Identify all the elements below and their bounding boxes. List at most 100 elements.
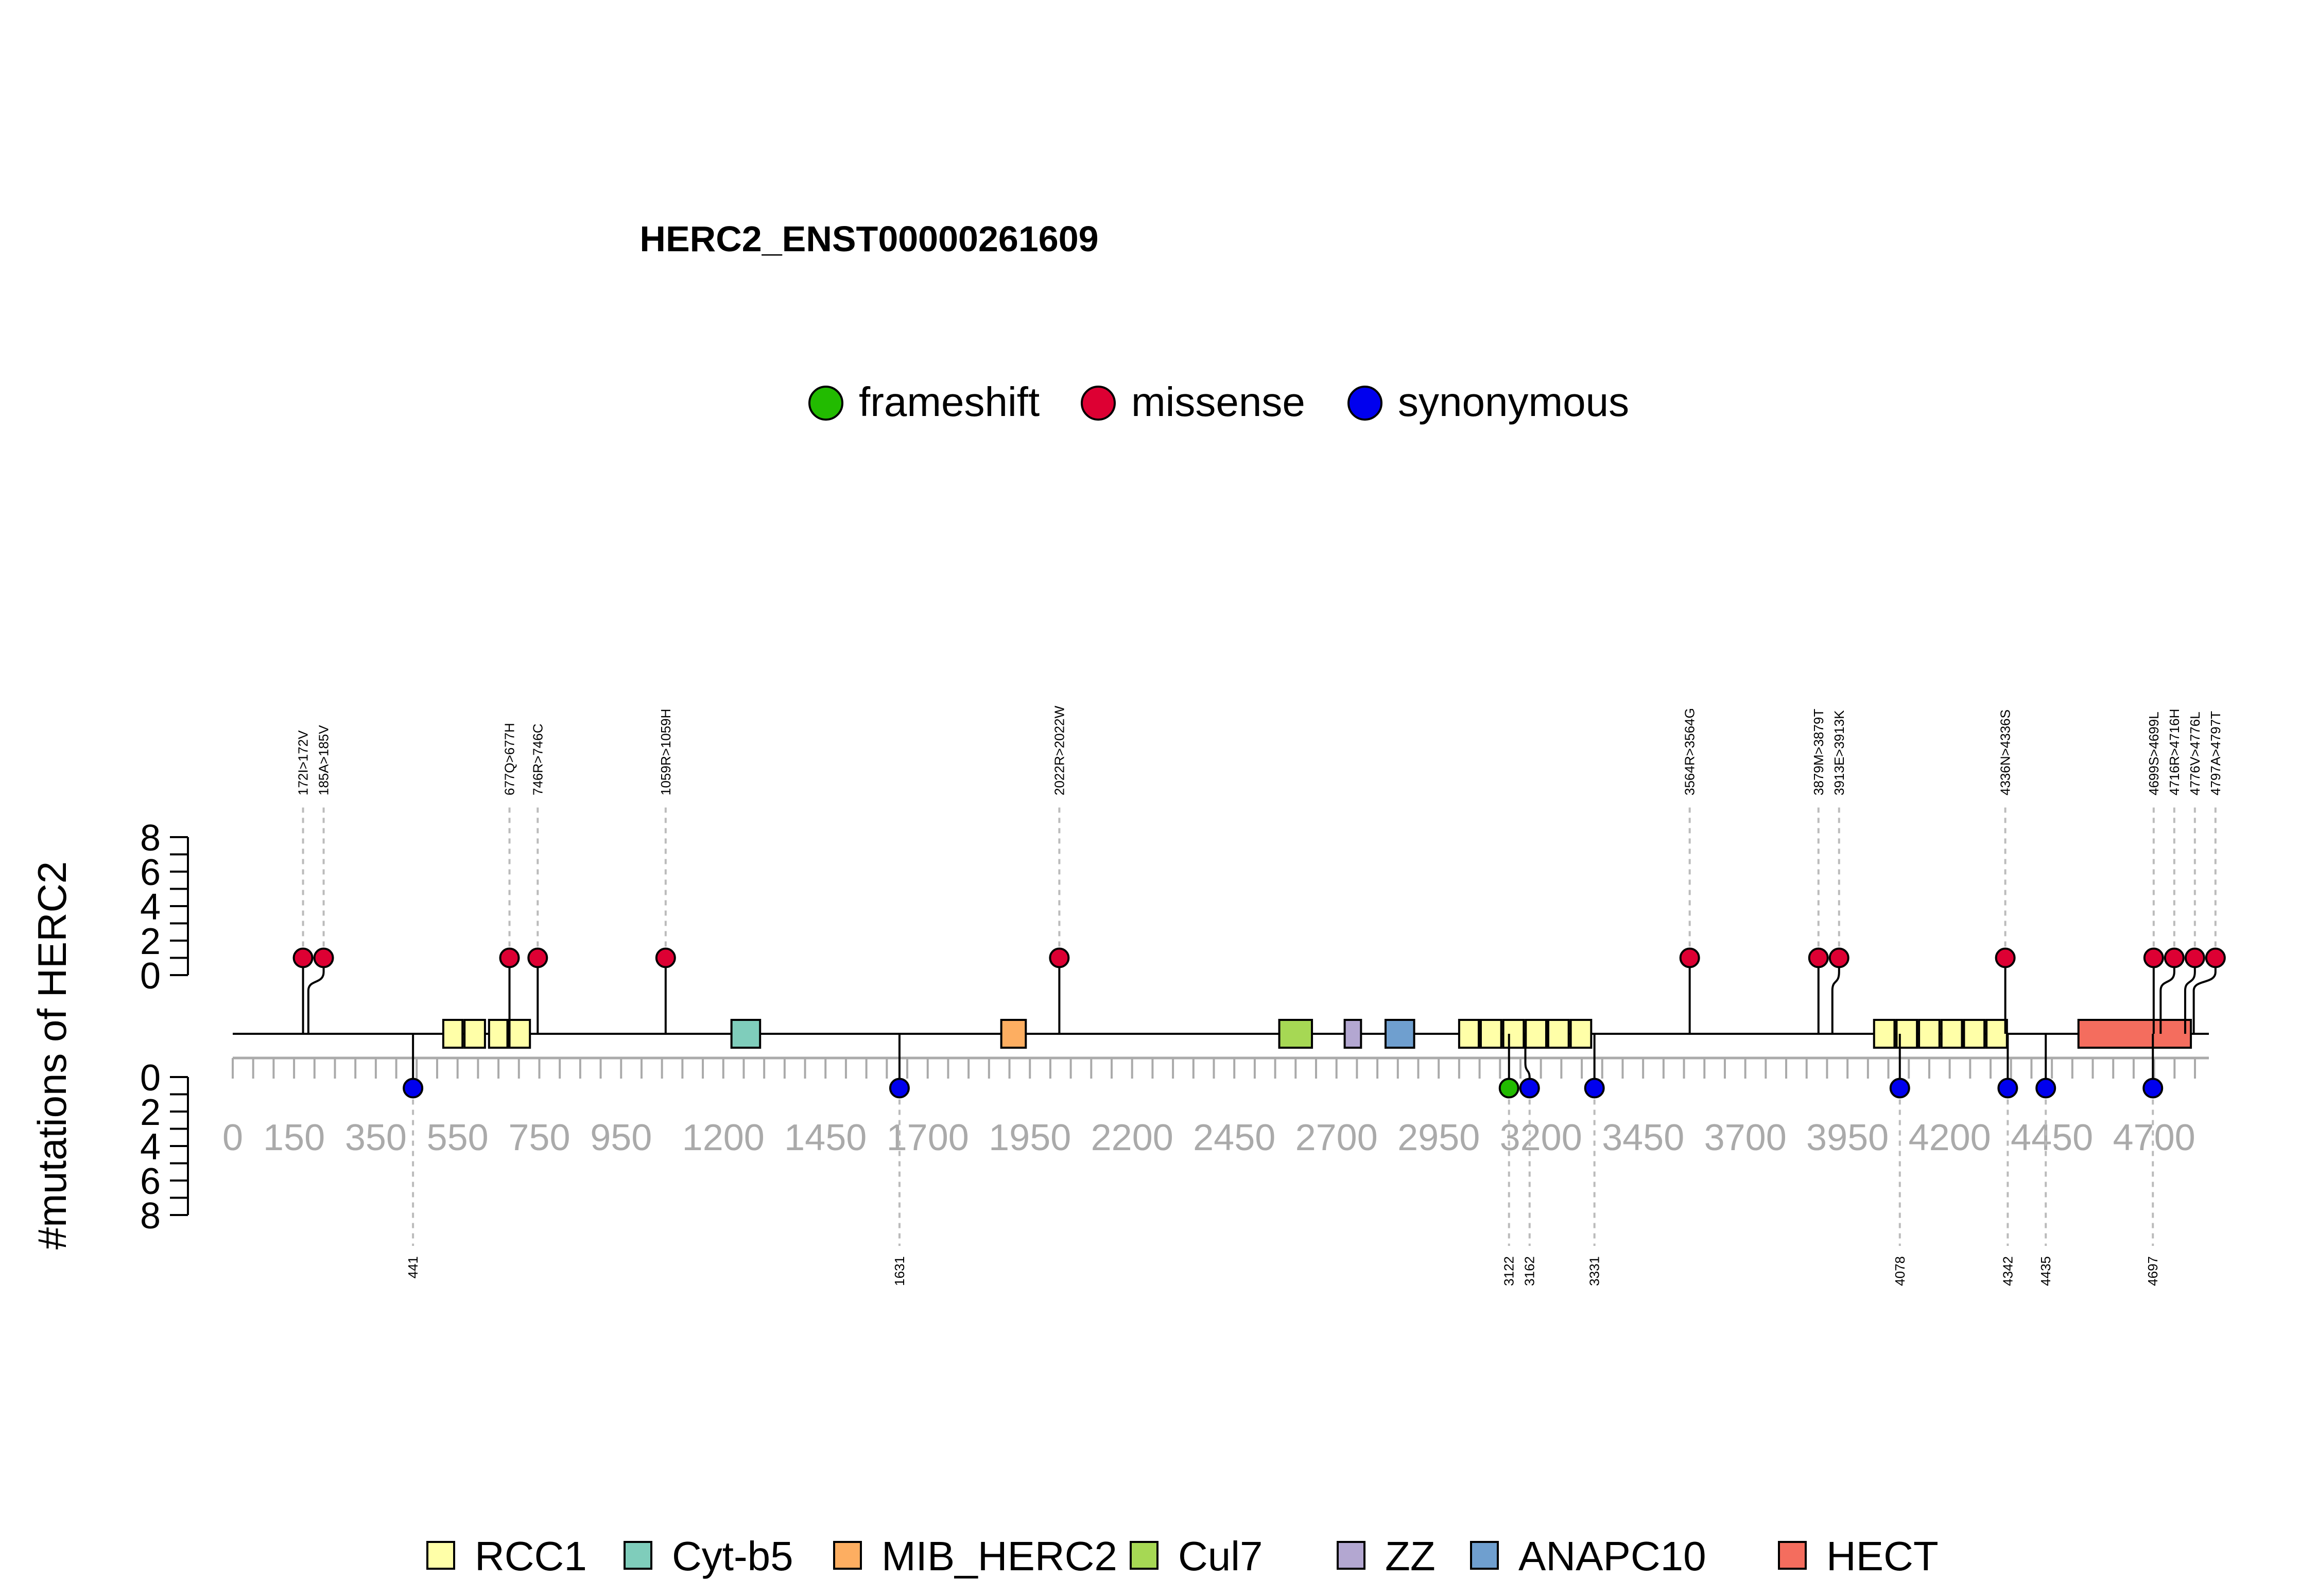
mutation-label: 3879M>3879T [1811,708,1826,795]
mutation-head-synonymous [403,1078,424,1099]
x-tick-label: 150 [263,1117,325,1158]
domain-legend-swatch-RCC1 [426,1541,455,1570]
bottom-y-tick-label: 0 [140,1057,161,1099]
x-tick-label: 350 [345,1117,407,1158]
mutation-position-label: 3162 [1522,1256,1537,1286]
x-tick-label: 1200 [682,1117,765,1158]
domain-Cyt-b5 [730,1019,762,1049]
domain-RCC1 [1963,1019,1986,1049]
domain-RCC1 [1547,1019,1570,1049]
mutation-label: 4716R>4716H [2167,709,2182,795]
domain-RCC1 [463,1019,486,1049]
mutation-head-synonymous [889,1078,910,1099]
domain-RCC1 [488,1019,509,1049]
domain-legend-label-ZZ: ZZ [1385,1533,1436,1579]
x-tick-label: 0 [222,1117,243,1158]
legend-label-synonymous: synonymous [1398,379,1629,425]
x-tick-label: 950 [590,1117,652,1158]
domain-MIB_HERC2 [1000,1019,1027,1049]
bottom-y-tick-label: 2 [140,1092,161,1133]
domain-RCC1 [1479,1019,1502,1049]
x-tick-label: 3450 [1602,1117,1684,1158]
mutation-position-label: 4342 [2000,1256,2015,1286]
mutation-head-missense [1828,947,1849,968]
mutation-label: 677Q>677H [502,723,517,795]
mutation-position-label: 3331 [1587,1256,1602,1286]
top-y-tick-label: 4 [140,887,161,928]
mutation-label: 3564R>3564G [1682,708,1698,795]
mutation-label: 172I>172V [296,730,311,795]
top-y-tick-label: 0 [140,956,161,997]
x-tick-label: 2450 [1193,1117,1275,1158]
mutation-stem [2159,958,2175,1034]
legend-marker-synonymous [1347,386,1382,421]
domain-ANAPC10 [1384,1019,1415,1049]
domain-ZZ [1343,1019,1362,1049]
mutation-stem [307,958,325,1034]
bottom-y-tick-label: 4 [140,1126,161,1168]
domain-RCC1 [1569,1019,1593,1049]
domain-RCC1 [1525,1019,1547,1049]
x-tick-label: 1450 [784,1117,867,1158]
domain-legend-swatch-MIB_HERC2 [833,1541,862,1570]
x-tick-label: 2200 [1091,1117,1173,1158]
domain-legend-label-Cyt-b5: Cyt-b5 [672,1533,793,1579]
y-axis-label: #mutations of HERC2 [29,861,75,1250]
domain-RCC1 [1458,1019,1480,1049]
top-mutations: 172I>172V 185A>185V 677Q>677H 746R>746C 1059… [292,705,2226,1034]
legend-marker-missense [1081,386,1116,421]
mutation-head-missense [655,947,676,968]
mutation-head-missense [527,947,548,968]
mutation-head-frameshift [1498,1078,1519,1099]
x-tick-label: 4700 [2113,1117,2195,1158]
domain-RCC1 [508,1019,531,1049]
protein-domains [442,1019,2192,1049]
mutation-position-label: 3122 [1501,1256,1517,1286]
chart-title: HERC2_ENST00000261609 [639,219,1098,259]
domain-legend-label-HECT: HECT [1826,1533,1939,1579]
x-tick-label: 3700 [1704,1117,1787,1158]
x-tick-label: 1950 [989,1117,1071,1158]
x-axis: 0 150 350 550 750 950 1200 1450 1700 1950 2200 2450… [222,1056,2209,1158]
domain-legend-label-MIB_HERC2: MIB_HERC2 [881,1533,1117,1579]
legend-label-missense: missense [1131,379,1305,425]
domain-legend-swatch-ANAPC10 [1470,1541,1499,1570]
mutation-position-label: 4435 [2038,1256,2053,1286]
bottom-mutations: 441 1631 3122 3162 3331 4078 4342 4435 4697 [403,1034,2164,1286]
mutation-head-missense [1679,947,1700,968]
domain-legend-swatch-HECT [1778,1541,1807,1570]
mutation-stem [2184,958,2196,1034]
domain-RCC1 [442,1019,464,1049]
mutation-head-synonymous [1584,1078,1605,1099]
mutation-label: 1059R>1059H [658,709,673,795]
domain-HECT [2077,1019,2192,1049]
mutation-label: 4336N>4336S [1998,709,2013,795]
domain-RCC1 [1918,1019,1941,1049]
mutation-head-missense [292,947,314,968]
mutation-head-missense [499,947,520,968]
x-tick-label: 4450 [2011,1117,2093,1158]
mutation-position-label: 4078 [1892,1256,1908,1286]
bottom-y-tick-label: 8 [140,1195,161,1237]
mutation-position-label: 4697 [2145,1256,2160,1286]
mutation-stem [2192,958,2217,1034]
mutation-head-synonymous [1889,1078,1910,1099]
mutation-head-synonymous [1997,1078,2018,1099]
mutation-label: 185A>185V [316,725,332,795]
domain-RCC1 [1873,1019,1896,1049]
mutation-label: 4776V>4776L [2187,712,2203,795]
legend-marker-frameshift [808,386,843,421]
top-y-tick-label: 2 [140,921,161,962]
x-tick-label: 4200 [1909,1117,1991,1158]
domain-RCC1 [1985,1019,2008,1049]
domain-legend-swatch-Cyt-b5 [624,1541,652,1570]
mutation-stem [1831,958,1840,1034]
mutation-head-missense [313,947,334,968]
mutation-label: 4699S>4699L [2146,712,2162,795]
mutation-label: 3913E>3913K [1831,710,1847,795]
mutation-position-label: 441 [405,1256,421,1278]
domain-legend: RCC1 Cyt-b5 MIB_HERC2 Cul7 ZZ ANAPC10 HECT [426,1533,1939,1579]
